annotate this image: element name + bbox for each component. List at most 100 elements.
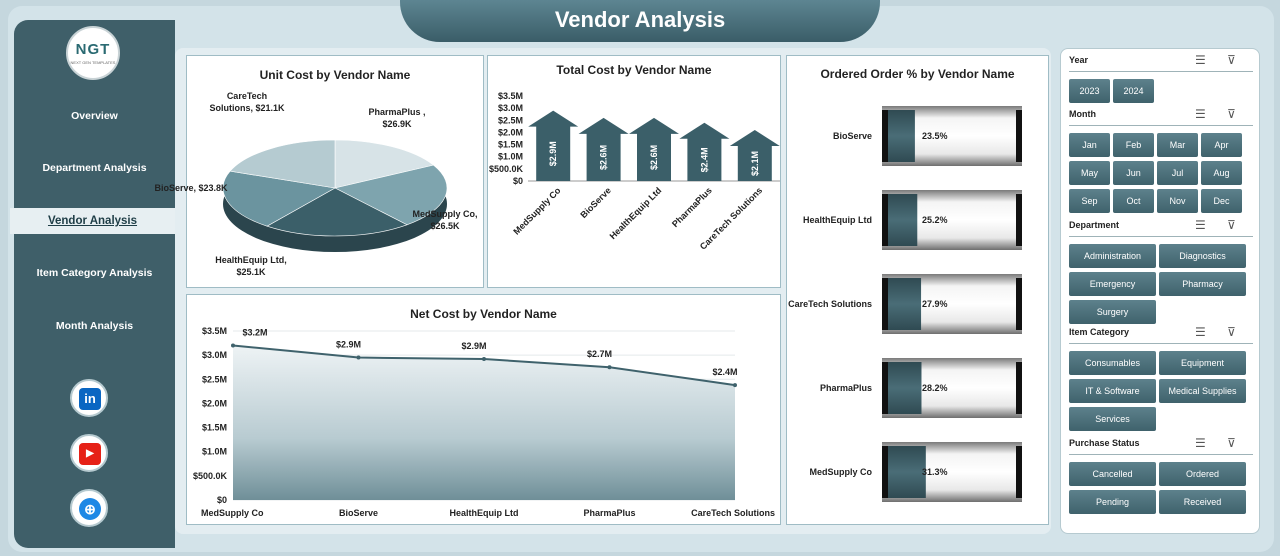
filter-option-purchase-status-cancelled[interactable]: Cancelled bbox=[1069, 462, 1156, 486]
clear-filter-icon[interactable]: ⊽ bbox=[1227, 107, 1236, 121]
filter-panel: Year ☰ ⊽ 2023 2024 Month ☰ ⊽ Jan Feb Mar Apr May Jun J… bbox=[1060, 48, 1260, 534]
filter-option-month-oct[interactable]: Oct bbox=[1113, 189, 1154, 213]
filter-option-purchase-status-pending[interactable]: Pending bbox=[1069, 490, 1156, 514]
total-cost-bar-chart: $0 $500.0K $1.0M $1.5M $2.0M $2.5M $3.0M $3.5M $… bbox=[489, 91, 780, 252]
pie-slice-bioserve[interactable] bbox=[229, 139, 336, 189]
filter-option-month-feb[interactable]: Feb bbox=[1113, 133, 1154, 157]
filter-option-month-apr[interactable]: Apr bbox=[1201, 133, 1242, 157]
filter-option-month-nov[interactable]: Nov bbox=[1157, 189, 1198, 213]
website-button[interactable]: ⊕ bbox=[70, 489, 108, 527]
bar-category-label: HealthEquip Ltd bbox=[608, 185, 664, 241]
bar-healthequip-ltd[interactable] bbox=[629, 117, 679, 181]
bar-medsupply-co[interactable] bbox=[528, 110, 579, 181]
hbar-healthequip-ltd[interactable] bbox=[882, 190, 1022, 250]
filter-option-department-emergency[interactable]: Emergency bbox=[1069, 272, 1156, 296]
filter-option-item-category-consumables[interactable]: Consumables bbox=[1069, 351, 1156, 375]
bar-value-label: $2.1M bbox=[750, 151, 760, 176]
bar-bioserve[interactable] bbox=[578, 117, 629, 181]
pie-label-medsupply-co: MedSupply Co, $26.5K bbox=[412, 209, 478, 231]
youtube-button[interactable]: ▶ bbox=[70, 434, 108, 472]
bar-ytick-label: $0 bbox=[513, 176, 523, 186]
hbar-value-label: 27.9% bbox=[922, 299, 948, 309]
logo: NGT NEXT GEN TEMPLATES bbox=[66, 26, 120, 80]
hbar-caretech-solutions[interactable] bbox=[882, 274, 1022, 334]
pie-label-pharmaplus: PharmaPlus , $26.9K bbox=[368, 107, 426, 129]
area-ytick-label: $1.5M bbox=[202, 423, 227, 433]
area-point-pharmaplus[interactable] bbox=[607, 365, 612, 370]
title-banner: Vendor Analysis bbox=[400, 0, 880, 42]
nav-item-month-analysis[interactable]: Month Analysis bbox=[55, 320, 134, 332]
sidebar: NGT NEXT GEN TEMPLATES Overview Departme… bbox=[10, 20, 175, 548]
pie-slice-caretech-solutions[interactable] bbox=[334, 139, 435, 189]
filter-divider bbox=[1069, 454, 1253, 455]
filter-option-month-may[interactable]: May bbox=[1069, 161, 1110, 185]
filter-option-month-jan[interactable]: Jan bbox=[1069, 133, 1110, 157]
multi-select-icon[interactable]: ☰ bbox=[1195, 218, 1206, 232]
filter-option-item-category-equipment[interactable]: Equipment bbox=[1159, 351, 1246, 375]
area-point-healthequip-ltd[interactable] bbox=[482, 357, 486, 362]
filter-option-purchase-status-ordered[interactable]: Ordered bbox=[1159, 462, 1246, 486]
filter-option-month-sep[interactable]: Sep bbox=[1069, 189, 1110, 213]
pie-slice-pharmaplus[interactable] bbox=[334, 164, 448, 226]
pie-label-bioserve: BioServe, $23.8K bbox=[154, 183, 228, 193]
filter-option-month-dec[interactable]: Dec bbox=[1201, 189, 1242, 213]
bar-pharmaplus[interactable] bbox=[679, 122, 730, 181]
filter-option-item-category-medical-supplies[interactable]: Medical Supplies bbox=[1159, 379, 1246, 403]
filter-option-purchase-status-received[interactable]: Received bbox=[1159, 490, 1246, 514]
area-point-caretech-solutions[interactable] bbox=[733, 383, 737, 388]
nav-item-department-analysis[interactable]: Department Analysis bbox=[42, 162, 147, 174]
area-ytick-label: $2.5M bbox=[202, 374, 227, 384]
filter-option-department-diagnostics[interactable]: Diagnostics bbox=[1159, 244, 1246, 268]
hbar-value-label: 23.5% bbox=[922, 131, 948, 141]
nav-item-vendor-analysis[interactable]: Vendor Analysis bbox=[10, 208, 175, 234]
pie-slice-healthequip-ltd[interactable] bbox=[222, 170, 336, 227]
clear-filter-icon[interactable]: ⊽ bbox=[1227, 53, 1236, 67]
filter-option-month-jun[interactable]: Jun bbox=[1113, 161, 1154, 185]
area-point-medsupply-co[interactable] bbox=[231, 343, 235, 348]
clear-filter-icon[interactable]: ⊽ bbox=[1227, 218, 1236, 232]
area-ytick-label: $2.0M bbox=[202, 398, 227, 408]
hbar-category-label: BioServe bbox=[833, 131, 872, 141]
pie-slice-medsupply-co[interactable] bbox=[266, 187, 408, 237]
net-cost-area-chart: $0 $500.0K $1.0M $1.5M $2.0M $2.5M $3.0M $3.5M $… bbox=[193, 326, 775, 518]
net-cost-chart-title: Net Cost by Vendor Name bbox=[410, 307, 557, 321]
clear-filter-icon[interactable]: ⊽ bbox=[1227, 436, 1236, 450]
filter-divider bbox=[1069, 343, 1253, 344]
area-value-label: $2.7M bbox=[587, 349, 612, 359]
ordered-percent-bar-chart: 23.5% BioServe 25.2% HealthEquip Ltd 27.9% Ca… bbox=[788, 106, 1022, 502]
filter-option-month-jul[interactable]: Jul bbox=[1157, 161, 1198, 185]
multi-select-icon[interactable]: ☰ bbox=[1195, 107, 1206, 121]
bar-value-label: $2.6M bbox=[599, 145, 609, 170]
bar-caretech-solutions[interactable] bbox=[729, 130, 780, 181]
filter-option-department-surgery[interactable]: Surgery bbox=[1069, 300, 1156, 324]
hbar-pharmaplus[interactable] bbox=[882, 358, 1022, 418]
filter-option-department-pharmacy[interactable]: Pharmacy bbox=[1159, 272, 1246, 296]
nav-item-item-category-analysis[interactable]: Item Category Analysis bbox=[36, 267, 153, 279]
filter-option-item-category-services[interactable]: Services bbox=[1069, 407, 1156, 431]
area-ytick-label: $500.0K bbox=[193, 471, 228, 481]
hbar-medsupply-co[interactable] bbox=[882, 442, 1022, 502]
multi-select-icon[interactable]: ☰ bbox=[1195, 53, 1206, 67]
unit-cost-chart-title: Unit Cost by Vendor Name bbox=[259, 68, 411, 82]
area-point-bioserve[interactable] bbox=[356, 355, 361, 360]
area-ytick-label: $1.0M bbox=[202, 447, 227, 457]
filter-option-department-administration[interactable]: Administration bbox=[1069, 244, 1156, 268]
area-value-label: $2.9M bbox=[461, 341, 486, 351]
hbar-category-label: CareTech Solutions bbox=[788, 299, 872, 309]
hbar-bioserve[interactable] bbox=[882, 106, 1022, 166]
nav-item-overview[interactable]: Overview bbox=[71, 110, 118, 122]
clear-filter-icon[interactable]: ⊽ bbox=[1227, 325, 1236, 339]
multi-select-icon[interactable]: ☰ bbox=[1195, 325, 1206, 339]
linkedin-icon: in bbox=[79, 388, 101, 410]
filter-option-month-aug[interactable]: Aug bbox=[1201, 161, 1242, 185]
linkedin-button[interactable]: in bbox=[70, 379, 108, 417]
multi-select-icon[interactable]: ☰ bbox=[1195, 436, 1206, 450]
area-category-label: MedSupply Co bbox=[201, 508, 264, 518]
pie-label-caretech-solutions: CareTech Solutions, $21.1K bbox=[209, 91, 285, 113]
bar-category-label: MedSupply Co bbox=[511, 185, 563, 237]
filter-option-year-2024[interactable]: 2024 bbox=[1113, 79, 1154, 103]
filter-option-month-mar[interactable]: Mar bbox=[1157, 133, 1198, 157]
filter-option-item-category-it-software[interactable]: IT & Software bbox=[1069, 379, 1156, 403]
filter-option-year-2023[interactable]: 2023 bbox=[1069, 79, 1110, 103]
bar-ytick-label: $2.0M bbox=[498, 127, 523, 137]
